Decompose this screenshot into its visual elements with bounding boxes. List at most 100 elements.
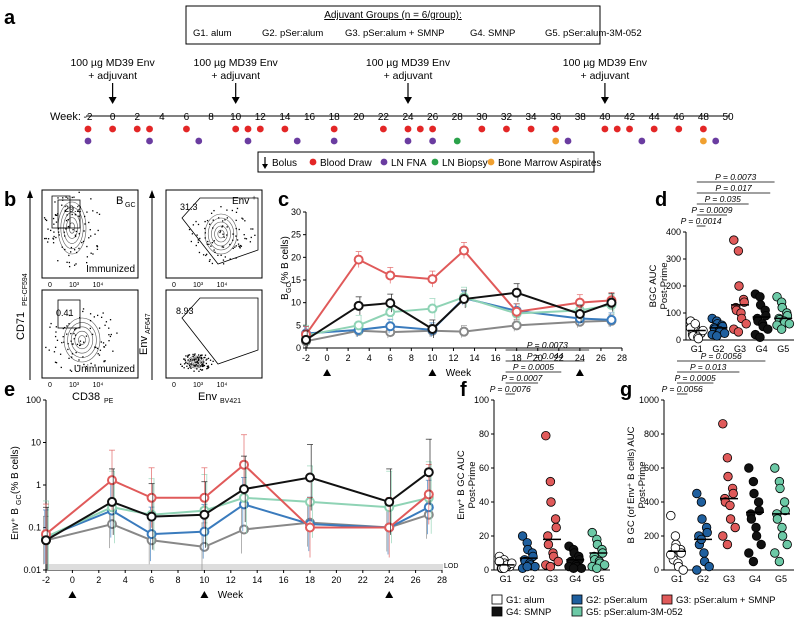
blood-draw-dot — [109, 125, 117, 133]
event-dot — [56, 214, 58, 216]
y-tick-label: 400 — [644, 497, 659, 507]
event-dot — [243, 234, 245, 236]
data-point — [305, 522, 315, 533]
event-dot — [192, 224, 195, 226]
event-dot — [195, 364, 197, 366]
event-dot — [205, 362, 208, 365]
bgc-gate — [57, 199, 81, 229]
event-dot — [190, 240, 192, 243]
data-point — [385, 307, 396, 318]
blood-draw-dot — [146, 125, 153, 133]
y-axis-label-2: Post-Prime — [467, 462, 478, 509]
gate-percent: 8.93 — [176, 306, 194, 316]
x-tick-label: 16 — [491, 353, 501, 363]
x-tick-label: 14 — [470, 353, 480, 363]
event-dot — [183, 367, 185, 369]
event-dot — [56, 339, 59, 341]
event-dot — [235, 257, 237, 259]
contour — [207, 217, 235, 251]
data-point — [545, 561, 556, 572]
event-dot — [64, 235, 66, 237]
event-dot — [196, 368, 198, 370]
data-point — [722, 539, 733, 550]
event-dot — [68, 265, 71, 268]
event-dot — [203, 356, 205, 359]
event-dot — [195, 220, 197, 223]
y-axis-label: BGC AUC — [648, 264, 659, 307]
event-dot — [197, 354, 200, 356]
data-point — [499, 563, 509, 574]
event-dot — [73, 338, 75, 340]
event-dot — [55, 331, 57, 333]
y-label-cd71-sub: PE-CF594 — [22, 273, 29, 306]
event-dot — [235, 219, 237, 222]
week-tick: 22 — [378, 112, 390, 123]
data-point — [746, 514, 757, 524]
y-tick-label: 400 — [666, 227, 681, 237]
fna-dot — [146, 137, 153, 145]
event-dot — [53, 223, 55, 225]
data-point — [741, 319, 751, 329]
event-dot — [200, 361, 203, 363]
immunization-3: 100 µg MD39 Env+ adjuvant — [563, 57, 648, 104]
fna-dot — [195, 137, 203, 145]
event-dot — [68, 323, 70, 325]
legend-bolus-head — [262, 164, 268, 169]
data-point — [728, 488, 738, 499]
event-dot — [83, 363, 85, 366]
event-dot — [254, 234, 256, 236]
event-dot — [202, 361, 205, 363]
data-point — [239, 524, 249, 535]
event-dot — [102, 342, 105, 344]
event-dot — [72, 229, 74, 231]
event-dot — [92, 210, 94, 212]
x-tick: 10⁴ — [217, 382, 228, 389]
points-G1 — [666, 510, 688, 575]
legend-label-G4: G4: SMNP — [506, 607, 551, 618]
event-dot — [224, 256, 226, 258]
event-dot — [190, 367, 192, 369]
points-G5 — [772, 292, 795, 334]
event-dot — [74, 334, 77, 336]
event-dot — [110, 333, 112, 336]
data-point — [729, 235, 739, 245]
data-point — [755, 332, 765, 343]
event-dot — [197, 241, 199, 244]
points-G5 — [587, 527, 610, 574]
adjuvant-group-2: G2. pSer:alum — [262, 28, 323, 39]
event-dot — [188, 228, 191, 231]
event-dot — [79, 340, 82, 342]
y-tick-label: 60 — [479, 463, 489, 473]
x-tick-label: 4 — [367, 353, 372, 363]
data-point — [725, 514, 736, 524]
event-dot — [70, 251, 72, 253]
week-tick: 50 — [722, 112, 734, 123]
data-point — [146, 492, 157, 503]
event-dot — [75, 327, 77, 330]
event-dot — [209, 359, 212, 361]
panel-label-d: d — [655, 189, 667, 211]
event-dot — [222, 233, 224, 235]
y-axis-label-2: Post-Prime — [637, 462, 648, 509]
x-tick: 10³ — [193, 382, 204, 389]
data-point — [511, 320, 522, 331]
week-tick: 36 — [550, 112, 562, 123]
x-tick-label: 8 — [409, 353, 414, 363]
data-point — [718, 531, 728, 541]
prime-marker — [575, 369, 584, 376]
event-dot — [238, 245, 240, 247]
y-tick-label: 1 — [36, 480, 41, 490]
week-tick: 0 — [110, 112, 116, 123]
event-dot — [219, 230, 222, 232]
event-dot — [193, 364, 195, 366]
event-dot — [235, 227, 237, 230]
event-dot — [239, 244, 242, 247]
event-dot — [84, 223, 86, 225]
event-dot — [194, 353, 196, 355]
week-tick: 30 — [476, 112, 488, 123]
data-point — [712, 331, 722, 341]
fna-dot — [712, 137, 720, 145]
event-dot — [78, 247, 80, 250]
